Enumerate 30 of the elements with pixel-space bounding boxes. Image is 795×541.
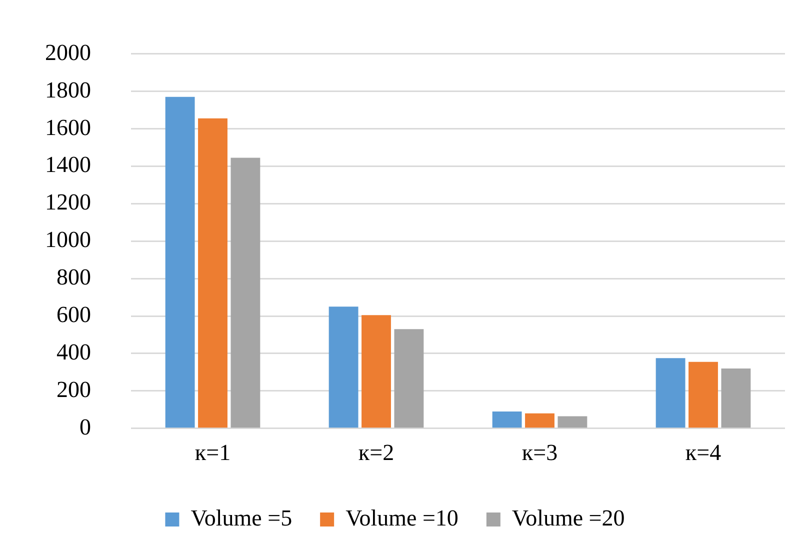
y-tick-label: 800	[56, 264, 91, 290]
y-tick-label: 400	[56, 340, 91, 365]
y-tick-label: 1400	[45, 152, 91, 178]
bar	[165, 96, 195, 428]
y-tick-label: 1000	[45, 227, 91, 252]
y-tick-label: 1600	[45, 114, 91, 140]
legend-label: Volume =20	[512, 506, 625, 531]
bar	[394, 329, 424, 428]
x-tick-label: к=1	[194, 440, 231, 466]
bar	[656, 358, 686, 428]
bar	[525, 413, 554, 428]
x-tick-label: к=4	[685, 440, 722, 466]
bar	[688, 362, 718, 428]
x-tick-label: к=2	[358, 440, 394, 466]
y-tick-label: 2000	[45, 40, 91, 65]
y-tick-label: 1800	[45, 77, 91, 102]
bar	[492, 412, 522, 428]
legend-label: Volume =10	[346, 506, 458, 531]
y-tick-label: 1200	[45, 190, 91, 215]
x-tick-label: к=3	[522, 440, 558, 466]
bar	[230, 158, 260, 428]
bar	[198, 118, 228, 428]
bar	[362, 315, 391, 428]
bar	[558, 416, 588, 428]
legend-label: Volume =5	[190, 506, 292, 531]
y-tick-label: 200	[56, 376, 91, 402]
bar	[328, 306, 358, 428]
y-tick-label: 0	[80, 414, 91, 440]
y-tick-label: 600	[56, 302, 91, 328]
bar	[721, 368, 751, 428]
